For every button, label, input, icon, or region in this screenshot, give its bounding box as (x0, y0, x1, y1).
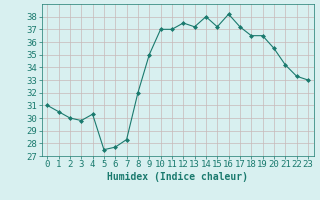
X-axis label: Humidex (Indice chaleur): Humidex (Indice chaleur) (107, 172, 248, 182)
